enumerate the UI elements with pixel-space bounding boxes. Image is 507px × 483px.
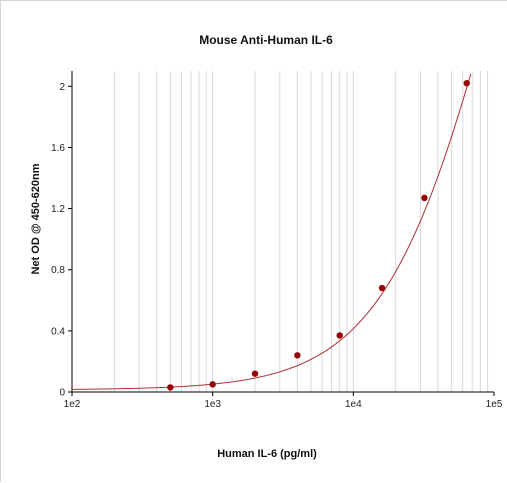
y-axis-label: Net OD @ 450-620nm — [30, 163, 42, 274]
y-tick-label: 0.4 — [51, 326, 65, 337]
x-axis-ticks: 1e2 1e3 1e4 1e5 — [64, 392, 503, 410]
fit-curve — [71, 73, 472, 390]
data-point — [251, 370, 259, 377]
y-tick-label: 0 — [59, 388, 65, 399]
x-axis-label: Human IL-6 (pg/ml) — [217, 448, 317, 460]
x-tick-label: 1e3 — [204, 399, 221, 410]
grid-lines — [113, 71, 489, 392]
x-tick-label: 1e4 — [345, 399, 362, 410]
x-tick-label: 1e2 — [64, 399, 81, 410]
data-point — [378, 284, 386, 292]
axes — [71, 71, 494, 396]
y-tick-label: 2 — [59, 82, 65, 93]
data-point — [336, 332, 343, 339]
data-point — [167, 384, 174, 391]
y-tick-label: 0.8 — [51, 265, 65, 276]
data-point — [421, 194, 428, 202]
y-axis-ticks: 0 0.4 0.8 1.2 1.6 2 — [51, 82, 72, 399]
data-points — [167, 80, 470, 391]
x-tick-label: 1e5 — [486, 399, 503, 410]
data-point — [294, 352, 301, 359]
y-tick-label: 1.2 — [51, 204, 65, 215]
data-point — [463, 80, 470, 87]
y-tick-label: 1.6 — [51, 143, 65, 154]
chart-title: Mouse Anti-Human IL-6 — [199, 33, 333, 47]
data-point — [209, 381, 216, 388]
